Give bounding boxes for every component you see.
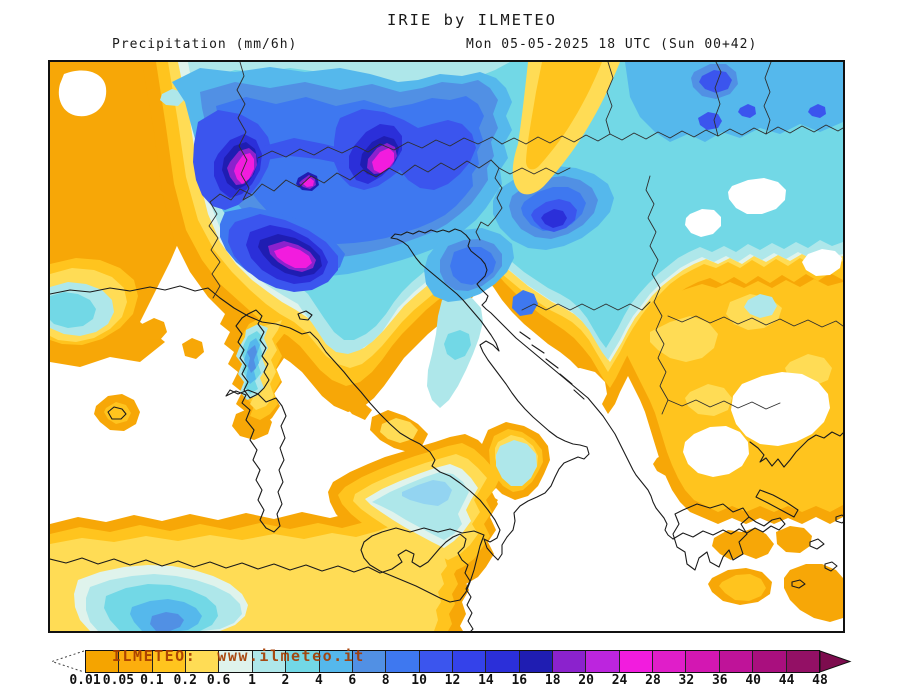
- colorbar-tick-label: 44: [778, 673, 795, 688]
- precip-layer-magenta: [234, 148, 394, 268]
- colorbar-tick-label: 36: [711, 673, 728, 688]
- colorbar-tick-label: 12: [444, 673, 461, 688]
- colorbar-segment: [252, 651, 287, 672]
- colorbar-tick-label: 24: [611, 673, 628, 688]
- precip-band-hungary: [512, 62, 620, 195]
- colorbar-left-arrow: [50, 650, 85, 673]
- colorbar-tick-label: 6: [348, 673, 357, 688]
- colorbar-segment: [653, 651, 687, 672]
- colorbar-segment: [452, 651, 487, 672]
- colorbar-segment: [319, 651, 353, 672]
- colorbar-segment: [119, 651, 153, 672]
- colorbar-tick-label: 14: [478, 673, 494, 688]
- valid-time-label: Mon 05-05-2025 18 UTC (Sun 00+42): [466, 37, 758, 52]
- colorbar-tick-label: 0.05: [102, 673, 135, 688]
- colorbar-tick-label: 0.1: [140, 673, 164, 688]
- colorbar-tick-label: 1: [248, 673, 256, 688]
- colorbar-tick-label: 0.01: [69, 673, 101, 688]
- colorbar-segment: [519, 651, 554, 672]
- watermark: ILMETEO: www.ilmeteo.it: [112, 647, 365, 665]
- map-canvas: [48, 60, 845, 633]
- colorbar-segment: [786, 651, 819, 672]
- colorbar-tick-label: 2: [281, 673, 290, 688]
- colorbar-segment: [352, 651, 387, 672]
- colorbar-tick-label: 32: [678, 673, 695, 688]
- colorbar-tick-label: 8: [381, 673, 390, 688]
- colorbar-tick-label: 10: [411, 673, 427, 688]
- colorbar-right-arrow: [820, 650, 852, 673]
- colorbar-segment: [686, 651, 720, 672]
- coastlines: [50, 228, 843, 631]
- colorbar-segment: [419, 651, 453, 672]
- colorbar-tick-label: 40: [745, 673, 761, 688]
- colorbar-tick-label: 48: [812, 673, 828, 688]
- colorbar-ticks: 0.01 0.05 0.1 0.2 0.6 1 2 4 6 8 10 12 14 16 18 20 24 28 32…: [0, 673, 900, 691]
- colorbar-segment: [86, 651, 120, 672]
- colorbar-tick-label: 20: [578, 673, 594, 688]
- colorbar-segment: [719, 651, 754, 672]
- page-title: IRIE by ILMETEO: [387, 11, 557, 29]
- colorbar-tick-label: 28: [645, 673, 661, 688]
- precip-dry-holes: [58, 70, 842, 477]
- colorbar-segment: [619, 651, 654, 672]
- precipitation-map: [50, 62, 843, 631]
- colorbar-tick-label: 0.2: [173, 673, 197, 688]
- colorbar-segment: [753, 651, 787, 672]
- colorbar-segment: [152, 651, 187, 672]
- colorbar-tick-label: 0.6: [206, 673, 231, 688]
- precip-layer-lightblue: [402, 480, 452, 506]
- colorbar-segment: [553, 651, 587, 672]
- colorbar-tick-label: 18: [544, 673, 561, 688]
- colorbar-tick-label: 4: [314, 673, 323, 688]
- colorbar-tick-label: 16: [511, 673, 528, 688]
- colorbar-segment: [186, 651, 220, 672]
- colorbar-segment: [386, 651, 420, 672]
- colorbar-segment: [286, 651, 320, 672]
- colorbar-segment: [486, 651, 520, 672]
- colorbar-segment: [219, 651, 253, 672]
- colorbar-segments: [85, 650, 820, 673]
- variable-label: Precipitation (mm/6h): [112, 37, 298, 52]
- colorbar-segment: [586, 651, 620, 672]
- country-borders: [208, 62, 843, 415]
